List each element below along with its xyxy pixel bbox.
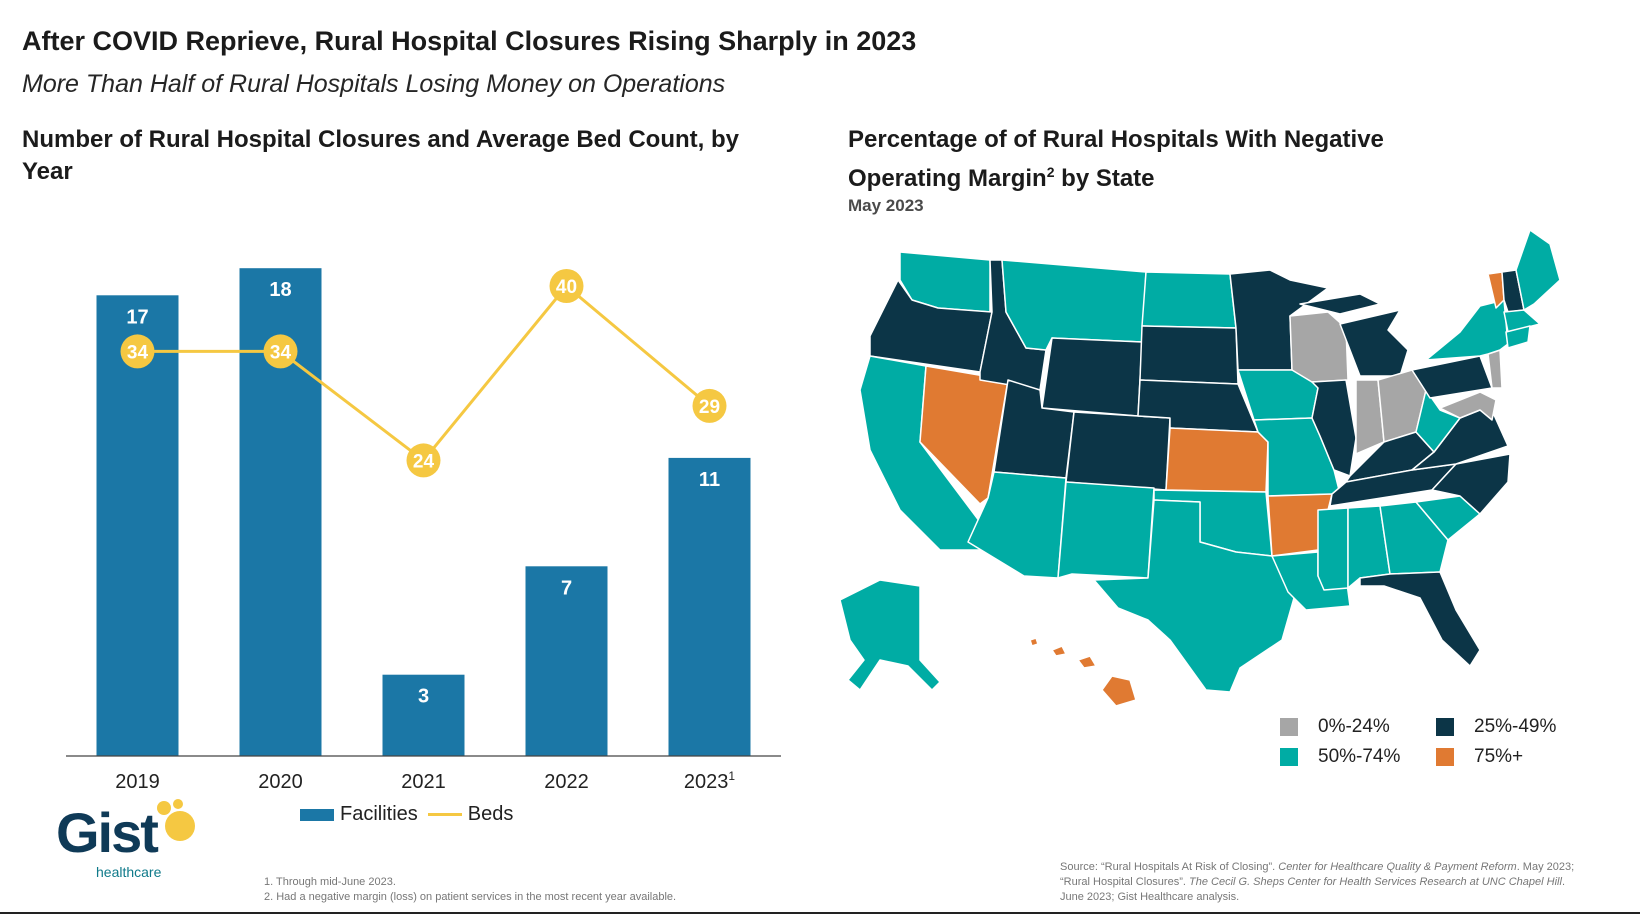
legend-item-high: 75%+ [1436,746,1523,768]
chart-title: Number of Rural Hospital Closures and Av… [22,126,739,185]
point-beds-2021 [406,443,441,478]
legend-item-low: 0%-24% [1280,716,1390,738]
point-label-2021: 24 [413,451,435,472]
state-south-dakota [1139,325,1239,385]
state-massachusetts [1503,309,1541,333]
state-colorado [1065,411,1171,491]
page-subtitle: More Than Half of Rural Hospitals Losing… [22,70,726,98]
map-title-line1: Percentage of of Rural Hospitals With Ne… [848,126,1384,153]
bar-label-2020: 18 [269,279,291,301]
state-wyoming [1041,337,1143,417]
legend-label-teal: 50%-74% [1318,746,1401,767]
closures-chart: 17 2019 18 2020 3 2021 7 2022 11 20231 34 34 24 40 29 [66,268,781,793]
source-note: Source: “Rural Hospitals At Risk of Clos… [1060,860,1580,905]
state-mississippi [1317,507,1349,591]
point-beds-2020 [263,334,298,369]
us-state-map [840,229,1561,707]
bar-facilities-2021 [382,674,465,756]
footnotes: 1. Through mid-June 2023. 2. Had a negat… [264,875,676,905]
state-new-york [1425,299,1509,361]
map-title-footnote-mark: 2 [1046,164,1055,180]
x-tick-2020: 2020 [258,771,303,793]
bar-facilities-2023 [668,457,751,756]
logo-dots [157,799,195,841]
state-alaska [840,579,941,691]
source-part-3: Reform [1480,861,1517,873]
bar-label-2022: 7 [561,577,572,599]
source-part-4: . May 2023; “Rural Hospital Closures”. [1060,861,1575,888]
state-maryland-delaware [1439,391,1497,421]
legend-beds-label: Beds [467,803,514,825]
bar-facilities-2019 [96,295,179,756]
bar-label-2021: 3 [418,686,429,708]
gist-logo: Gist healthcare [52,796,212,886]
footnote-2: 2. Had a negative margin (loss) on patie… [264,891,677,903]
source-part-5: The Cecil G. Sheps Center for Health [1185,876,1372,888]
point-label-2022: 40 [556,277,577,298]
point-beds-2023 [692,388,727,423]
state-connecticut-rhode-island [1505,325,1531,349]
point-beds-2019 [120,334,155,369]
point-beds-2022 [549,269,584,303]
state-michigan [1299,293,1409,377]
state-maine [1515,229,1561,311]
chart-legend: Facilities Beds [300,803,513,826]
bar-label-2019: 17 [126,306,148,328]
source-part-7: . June 2023; Gist Healthcare analysis. [1060,876,1565,903]
footnote-1: 1. Through mid-June 2023. [264,876,396,888]
logo-subtitle: healthcare [96,864,162,880]
legend-swatch-low [1280,718,1298,736]
state-new-mexico [1057,481,1155,579]
source-part-1: Source: “Rural Hospitals At Risk of Clos… [1060,861,1276,873]
x-tick-2022: 2022 [544,771,589,793]
legend-swatch-teal [1280,748,1298,766]
state-kansas [1165,427,1269,493]
line-beds [137,283,711,463]
x-tick-2023: 20231 [684,769,736,793]
bar-facilities-2022 [525,566,608,756]
map-title: Percentage of of Rural Hospitals With Ne… [848,124,1608,195]
legend-item-mid: 25%-49% [1436,716,1556,738]
state-hawaii [1029,637,1137,707]
point-label-2020: 34 [270,342,292,363]
map-title-line2: Operating Margin2 by State [848,156,1608,195]
legend-facilities-swatch [300,808,334,821]
legend-swatch-mid [1436,718,1454,736]
map-title-line2-text: Operating Margin [848,165,1047,192]
legend-item-teal: 50%-74% [1280,746,1400,768]
state-indiana [1355,379,1385,455]
source-part-2: Center for Healthcare Quality & Payment [1275,861,1478,873]
state-west-virginia [1415,389,1461,453]
state-illinois [1311,379,1357,477]
legend-label-high: 75%+ [1474,746,1524,767]
page-title: After COVID Reprieve, Rural Hospital Clo… [22,26,917,56]
bar-label-2023: 11 [699,469,720,491]
bottom-rule [0,912,1640,914]
legend-facilities-label: Facilities [340,803,418,825]
legend-beds-swatch [427,813,462,816]
map-title-line2-suffix: by State [1054,165,1155,192]
legend-swatch-high [1436,748,1454,766]
legend-label-low: 0%-24% [1318,716,1390,737]
point-label-2019: 34 [127,342,149,363]
legend-label-mid: 25%-49% [1474,716,1557,737]
state-vermont [1487,271,1505,309]
state-montana [1001,259,1147,351]
x-tick-2019: 2019 [115,771,160,793]
x-tick-2021: 2021 [401,771,446,793]
state-texas [1093,499,1295,693]
state-florida [1359,571,1481,667]
state-north-dakota [1141,271,1237,329]
state-wisconsin [1289,311,1349,383]
source-part-6: Services Research at UNC Chapel Hill [1374,876,1562,888]
map-date: May 2023 [848,196,924,215]
point-label-2023: 29 [699,397,720,418]
logo-word: Gist [56,801,159,864]
x-tick-footnote-mark: 1 [728,769,735,783]
